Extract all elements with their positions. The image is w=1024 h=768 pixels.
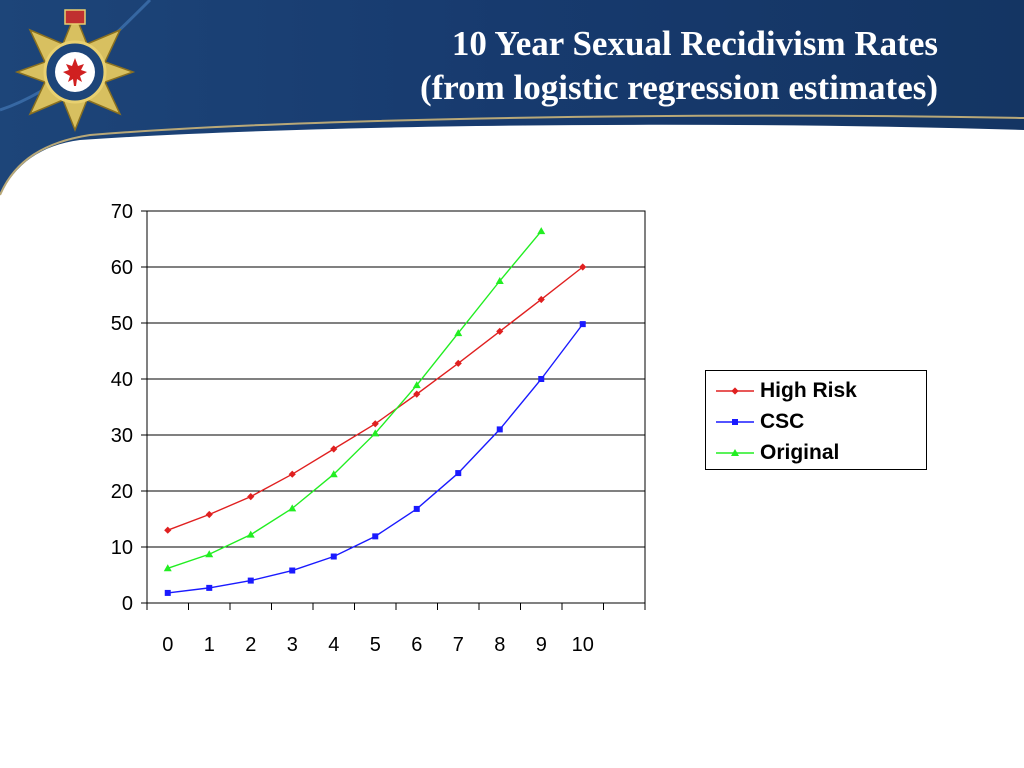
data-point-csc	[372, 533, 379, 540]
data-point-csc	[206, 584, 213, 591]
x-tick-label: 9	[536, 634, 547, 656]
title-line-2: (from logistic regression estimates)	[419, 68, 938, 107]
plot-area	[146, 210, 646, 604]
data-point-original	[412, 381, 421, 389]
chart-grid	[146, 210, 646, 604]
y-tick-label: 30	[111, 425, 133, 447]
y-tick-label: 50	[111, 313, 133, 335]
data-point-high-risk	[537, 295, 545, 304]
data-point-high-risk	[330, 445, 338, 453]
data-point-original	[495, 277, 504, 284]
data-point-original	[454, 329, 463, 337]
x-tick-label: 7	[453, 634, 464, 656]
y-tick-label: 20	[111, 481, 133, 503]
title-line-1: 10 Year Sexual Recidivism Rates	[451, 24, 938, 63]
header-banner	[0, 0, 1024, 196]
y-tick-label: 0	[122, 593, 133, 615]
data-point-high-risk	[454, 359, 462, 367]
data-point-high-risk	[496, 327, 504, 335]
data-point-high-risk	[371, 420, 379, 428]
data-point-csc	[579, 321, 586, 328]
data-point-high-risk	[413, 390, 421, 398]
data-point-csc	[496, 426, 503, 433]
legend-label: CSC	[760, 409, 805, 433]
data-point-original	[537, 227, 546, 235]
data-point-original	[288, 504, 297, 512]
data-point-csc	[455, 470, 462, 477]
x-tick-label: 5	[370, 634, 381, 656]
data-point-original	[205, 550, 214, 558]
x-tick-label: 8	[494, 634, 505, 656]
series-line-original	[167, 230, 542, 569]
x-tick-label: 3	[287, 634, 298, 656]
data-point-high-risk	[205, 510, 213, 519]
data-point-original	[371, 429, 380, 437]
data-point-csc	[289, 567, 296, 574]
legend-item-csc: CSC	[716, 406, 926, 437]
data-point-csc	[164, 589, 171, 596]
legend-marker	[732, 418, 738, 425]
legend-item-original: Original	[716, 437, 926, 468]
legend-label: Original	[760, 440, 840, 464]
data-point-high-risk	[164, 526, 172, 534]
data-point-high-risk	[288, 470, 296, 478]
y-tick-label: 70	[111, 201, 133, 223]
data-point-csc	[330, 553, 337, 560]
y-tick-label: 40	[111, 369, 133, 391]
csc-badge-icon	[14, 9, 136, 133]
x-tick-label: 2	[245, 634, 256, 656]
legend-swatch-csc	[716, 418, 754, 425]
legend-marker	[731, 448, 739, 456]
x-tick-label: 4	[328, 634, 339, 656]
data-point-original	[163, 564, 172, 572]
legend-swatch-original	[716, 448, 754, 456]
x-tick-label: 0	[162, 634, 173, 656]
data-point-csc	[413, 505, 420, 512]
page-title: 10 Year Sexual Recidivism Rates (from lo…	[420, 22, 938, 110]
data-point-csc	[247, 577, 254, 584]
banner-background	[0, 0, 1024, 195]
chart-series	[163, 227, 587, 596]
banner-swoosh	[0, 114, 1024, 196]
chart-legend: High Risk CSC Original	[705, 370, 927, 470]
x-tick-label: 6	[411, 634, 422, 656]
data-point-high-risk	[247, 493, 255, 501]
legend-swatch-high-risk	[716, 386, 754, 395]
legend-item-high-risk: High Risk	[716, 375, 926, 406]
chart-tick-labels: 0 10 20 30 40 50 60 70 0 1 2 3 4 5 6 7 8 9 10	[111, 201, 594, 656]
y-tick-label: 10	[111, 537, 133, 559]
data-point-csc	[538, 376, 545, 382]
data-point-original	[329, 470, 338, 478]
chart-axes	[141, 210, 646, 610]
legend-label: High Risk	[760, 378, 857, 402]
data-point-high-risk	[579, 263, 587, 271]
y-tick-label: 60	[111, 257, 133, 279]
legend-marker	[731, 386, 739, 395]
x-tick-label: 1	[204, 634, 215, 656]
x-tick-label: 10	[572, 634, 594, 656]
data-point-original	[246, 530, 255, 538]
